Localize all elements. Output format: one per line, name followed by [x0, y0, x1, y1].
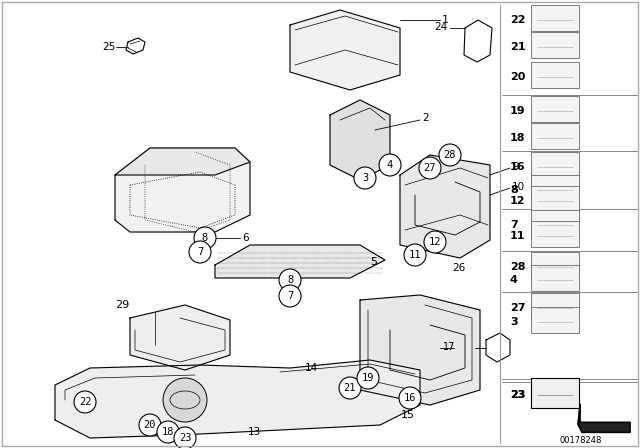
- Text: 25: 25: [102, 42, 115, 52]
- FancyBboxPatch shape: [531, 221, 579, 247]
- Text: 26: 26: [452, 263, 465, 273]
- Circle shape: [399, 387, 421, 409]
- FancyBboxPatch shape: [531, 210, 579, 236]
- Polygon shape: [578, 405, 630, 432]
- Polygon shape: [115, 148, 250, 175]
- Text: 21: 21: [510, 42, 525, 52]
- FancyBboxPatch shape: [531, 96, 579, 122]
- Text: 19: 19: [510, 106, 525, 116]
- Polygon shape: [330, 100, 390, 180]
- Circle shape: [189, 241, 211, 263]
- Circle shape: [194, 227, 216, 249]
- Text: 20: 20: [510, 72, 525, 82]
- FancyBboxPatch shape: [531, 5, 579, 31]
- Text: 19: 19: [362, 373, 374, 383]
- Circle shape: [74, 391, 96, 413]
- Text: 2: 2: [422, 113, 429, 123]
- Polygon shape: [215, 245, 385, 278]
- Text: 28: 28: [444, 150, 456, 160]
- Circle shape: [139, 414, 161, 436]
- Text: 12: 12: [429, 237, 441, 247]
- FancyBboxPatch shape: [531, 265, 579, 291]
- Circle shape: [424, 231, 446, 253]
- FancyBboxPatch shape: [531, 32, 579, 58]
- Text: 11: 11: [510, 231, 525, 241]
- Circle shape: [279, 285, 301, 307]
- Text: 29: 29: [115, 300, 129, 310]
- FancyBboxPatch shape: [531, 62, 579, 88]
- Polygon shape: [130, 305, 230, 370]
- Text: 14: 14: [305, 363, 318, 373]
- Circle shape: [279, 269, 301, 291]
- Text: 12: 12: [510, 196, 525, 206]
- Text: 00178248: 00178248: [560, 435, 602, 444]
- Text: 18: 18: [162, 427, 174, 437]
- FancyBboxPatch shape: [531, 186, 579, 212]
- Text: 4: 4: [510, 275, 518, 285]
- Text: 16: 16: [404, 393, 416, 403]
- FancyBboxPatch shape: [531, 380, 579, 406]
- Polygon shape: [360, 295, 480, 405]
- Text: 17: 17: [443, 342, 455, 352]
- Text: 11: 11: [409, 250, 421, 260]
- Text: 28: 28: [510, 262, 525, 271]
- Circle shape: [174, 427, 196, 448]
- Text: 27: 27: [424, 163, 436, 173]
- Text: 13: 13: [248, 427, 261, 437]
- Text: 16: 16: [510, 162, 525, 172]
- Circle shape: [379, 154, 401, 176]
- FancyBboxPatch shape: [531, 293, 579, 319]
- Text: 15: 15: [401, 410, 415, 420]
- Polygon shape: [400, 155, 490, 258]
- Text: 23: 23: [179, 433, 191, 443]
- Circle shape: [404, 244, 426, 266]
- Text: 23: 23: [510, 390, 525, 400]
- Text: 22: 22: [510, 15, 525, 25]
- FancyBboxPatch shape: [531, 307, 579, 333]
- FancyBboxPatch shape: [531, 378, 579, 408]
- Text: 1: 1: [442, 15, 449, 25]
- FancyBboxPatch shape: [531, 176, 579, 202]
- Text: 23: 23: [510, 390, 525, 400]
- Text: 20: 20: [144, 420, 156, 430]
- Polygon shape: [115, 148, 250, 232]
- Polygon shape: [290, 10, 400, 90]
- Circle shape: [157, 421, 179, 443]
- FancyBboxPatch shape: [531, 152, 579, 178]
- Circle shape: [419, 157, 441, 179]
- Circle shape: [357, 367, 379, 389]
- Text: 6: 6: [242, 233, 248, 243]
- Text: 24: 24: [434, 22, 447, 32]
- FancyBboxPatch shape: [531, 252, 579, 278]
- Text: 7: 7: [197, 247, 203, 257]
- Text: 8: 8: [510, 185, 518, 195]
- Text: 7: 7: [287, 291, 293, 301]
- Text: 3: 3: [510, 317, 518, 327]
- Text: 10: 10: [512, 182, 525, 192]
- Circle shape: [354, 167, 376, 189]
- Text: 4: 4: [387, 160, 393, 170]
- Polygon shape: [55, 360, 420, 438]
- Text: 18: 18: [510, 133, 525, 143]
- Text: 21: 21: [344, 383, 356, 393]
- Text: 22: 22: [79, 397, 92, 407]
- Circle shape: [339, 377, 361, 399]
- Text: 8: 8: [202, 233, 208, 243]
- FancyBboxPatch shape: [531, 123, 579, 149]
- Text: 5: 5: [370, 257, 377, 267]
- Text: 8: 8: [287, 275, 293, 285]
- Text: 3: 3: [362, 173, 368, 183]
- Circle shape: [163, 378, 207, 422]
- Circle shape: [439, 144, 461, 166]
- Text: 7: 7: [510, 220, 518, 230]
- Text: 9: 9: [512, 162, 518, 172]
- Text: 27: 27: [510, 303, 525, 313]
